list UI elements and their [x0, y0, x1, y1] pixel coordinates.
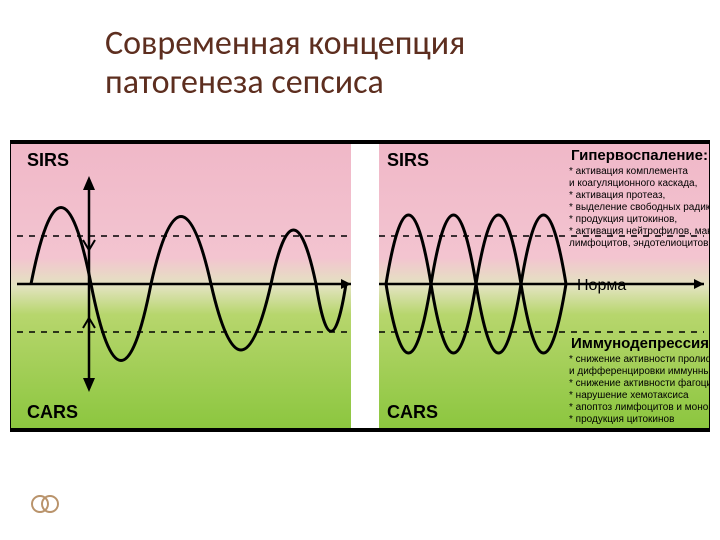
hyper-bullets-line: и коагуляционного каскада,	[569, 178, 697, 189]
title-line2: патогенеза сепсиса	[105, 62, 384, 103]
hyper-bullets-line: * активация протеаз,	[569, 190, 665, 201]
label-cars-right: CARS	[387, 402, 438, 422]
label-cars-left: CARS	[27, 402, 78, 422]
immuno-bullets-line: * апоптоз лимфоцитов и моноцитов	[569, 401, 709, 413]
immuno-bullets-line: * снижение активности пролиферации	[569, 353, 709, 365]
immuno-bullets-line: * нарушение хемотаксиса	[569, 390, 689, 401]
immuno-bullets-line: * снижение активности фагоцитоза	[569, 377, 709, 389]
title-line1: Современная концепция	[105, 23, 465, 64]
slide-decoration	[30, 490, 90, 518]
label-sirs-left: SIRS	[27, 150, 69, 170]
immuno-title: Иммунодепрессия:	[571, 335, 709, 352]
slide-title: Современная концепция патогенеза сепсиса	[105, 24, 680, 102]
hyper-bullets-line: * активация комплемента	[569, 166, 688, 177]
hyper-title: Гипервоспаление:	[571, 147, 708, 164]
hyper-bullets-line: * продукция цитокинов,	[569, 214, 677, 225]
diagram: SIRS CARS SIRS CARS Норма Гипервоспалени…	[10, 140, 710, 432]
hyper-bullets-line: * выделение свободных радикалов,	[569, 201, 709, 213]
label-sirs-right: SIRS	[387, 150, 429, 170]
immuno-bullets-line: и дифференцировки иммунных клеток	[569, 365, 709, 377]
immuno-bullets-line: * продукция цитокинов	[569, 414, 674, 425]
hyper-bullets-line: * активация нейтрофилов, макрофагов,	[569, 225, 709, 237]
hyper-bullets-line: лимфоцитов, эндотелиоцитов	[569, 237, 708, 249]
diagram-svg: SIRS CARS SIRS CARS Норма Гипервоспалени…	[11, 141, 709, 431]
label-norma: Норма	[577, 277, 626, 294]
